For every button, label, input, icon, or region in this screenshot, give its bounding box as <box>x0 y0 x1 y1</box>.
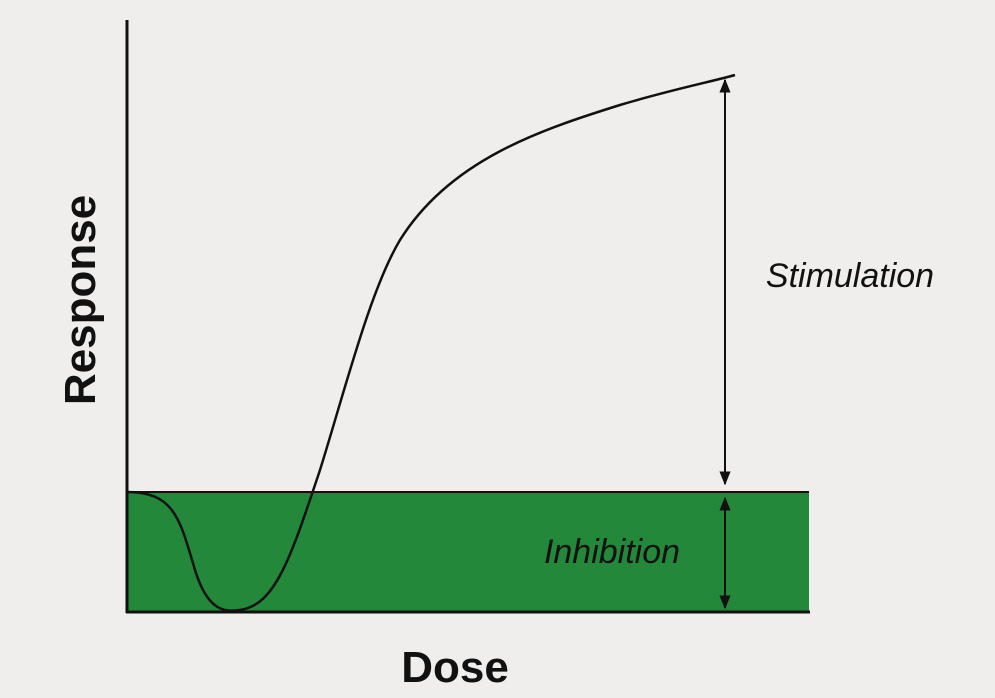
x-axis-label: Dose <box>401 643 509 692</box>
y-axis-label: Response <box>56 195 105 405</box>
dose-response-curve <box>126 73 736 612</box>
inhibition-label: Inhibition <box>544 533 680 571</box>
inhibition-zone <box>127 492 809 612</box>
stimulation-label: Stimulation <box>766 257 934 295</box>
